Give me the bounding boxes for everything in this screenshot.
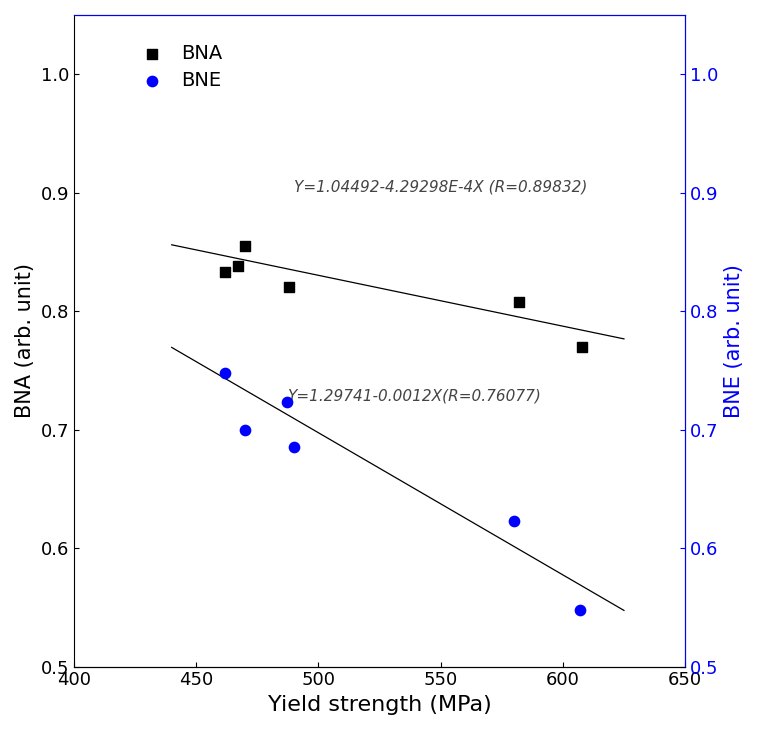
BNA (231, 261, 244, 272)
BNA (239, 240, 251, 252)
BNA (576, 341, 588, 353)
BNA (219, 266, 231, 278)
BNE (281, 396, 293, 408)
Y-axis label: BNA (arb. unit): BNA (arb. unit) (15, 264, 35, 418)
Legend: BNA, BNE: BNA, BNE (133, 45, 222, 90)
BNE (574, 604, 586, 615)
Y-axis label: BNE (arb. unit): BNE (arb. unit) (724, 264, 744, 418)
BNE (219, 367, 231, 379)
Text: Y=1.29741-0.0012X(R=0.76077): Y=1.29741-0.0012X(R=0.76077) (287, 389, 540, 404)
BNE (239, 424, 251, 436)
BNE (508, 515, 520, 527)
BNA (513, 296, 525, 307)
X-axis label: Yield strength (MPa): Yield strength (MPa) (268, 695, 491, 715)
BNE (288, 442, 300, 453)
Text: Y=1.04492-4.29298E-4X (R=0.89832): Y=1.04492-4.29298E-4X (R=0.89832) (294, 180, 587, 194)
BNA (283, 282, 295, 293)
